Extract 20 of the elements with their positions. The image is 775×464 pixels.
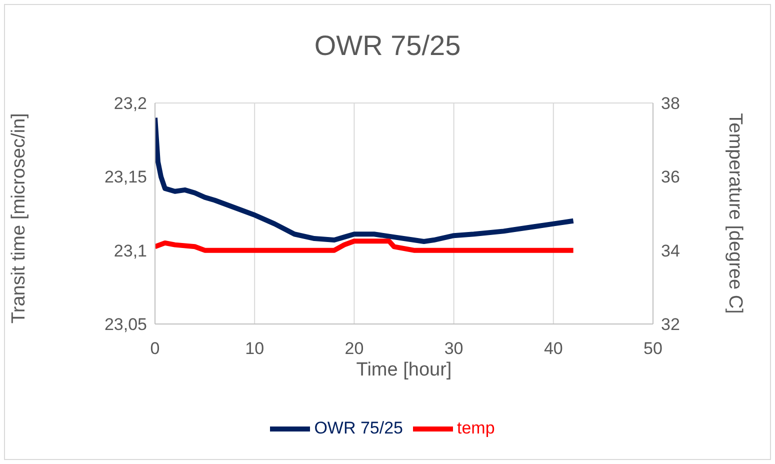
y2-tick-label: 36 bbox=[661, 168, 680, 187]
legend-label: temp bbox=[457, 418, 495, 438]
x-tick-label: 40 bbox=[544, 339, 563, 358]
x-tick-label: 0 bbox=[150, 339, 160, 358]
x-tick-label: 30 bbox=[444, 339, 464, 358]
x-axis-title: Time [hour] bbox=[356, 359, 452, 380]
y2-tick-label: 34 bbox=[661, 241, 680, 260]
legend-label: OWR 75/25 bbox=[314, 418, 403, 438]
y-tick-label: 23,15 bbox=[104, 168, 147, 187]
y-tick-label: 23,05 bbox=[104, 315, 147, 334]
y-tick-label: 23,1 bbox=[114, 241, 147, 260]
y2-tick-label: 38 bbox=[661, 94, 680, 114]
x-tick-label: 10 bbox=[245, 339, 264, 358]
chart-title: OWR 75/25 bbox=[313, 30, 462, 62]
y2-tick-label: 32 bbox=[661, 315, 680, 334]
x-tick-label: 50 bbox=[644, 339, 662, 358]
y2-axis-title: Temperature [degree C] bbox=[724, 113, 746, 314]
y-tick-label: 23,2 bbox=[114, 94, 147, 114]
x-tick-label: 20 bbox=[344, 339, 364, 358]
y-axis-title: Transit time [microsec/in] bbox=[8, 113, 30, 324]
